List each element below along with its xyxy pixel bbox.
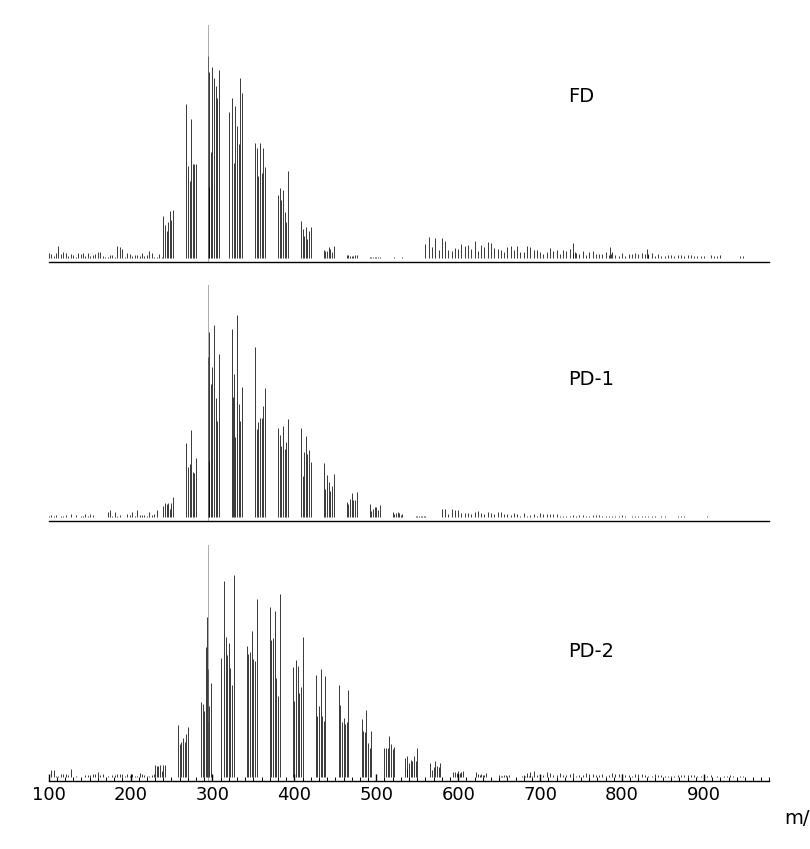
Text: PD-1: PD-1 <box>568 370 614 389</box>
Text: m/z: m/z <box>784 809 810 829</box>
Text: FD: FD <box>568 87 594 106</box>
Text: PD-2: PD-2 <box>568 642 614 661</box>
